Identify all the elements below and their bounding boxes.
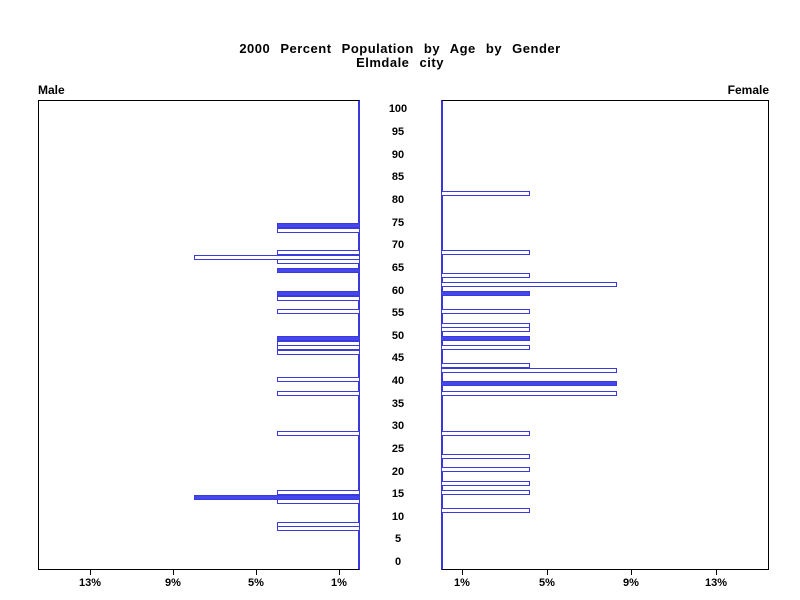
- percent-tick-label: 9%: [623, 577, 639, 589]
- age-axis-label: 25: [391, 443, 405, 455]
- age-axis-label: 85: [391, 171, 405, 183]
- male-bar-age-64: [277, 268, 360, 273]
- age-axis-label: 75: [391, 217, 405, 229]
- age-axis-label: 15: [391, 488, 405, 500]
- male-bar-age-40: [277, 377, 360, 382]
- age-axis-label: 10: [391, 511, 405, 523]
- age-axis-label: 20: [391, 466, 405, 478]
- female-bar-age-61: [441, 282, 617, 287]
- female-bar-age-39: [441, 381, 617, 386]
- male-bar-age-58: [277, 296, 360, 301]
- male-bar-age-46: [277, 350, 360, 355]
- female-bar-age-28: [441, 431, 530, 436]
- percent-tick: [339, 570, 340, 575]
- age-axis-label: 65: [391, 262, 405, 274]
- male-chart-panel: [38, 100, 360, 570]
- percent-tick-label: 9%: [165, 577, 181, 589]
- age-axis-label: 80: [391, 194, 405, 206]
- female-bar-age-20: [441, 467, 530, 472]
- male-bar-age-49: [277, 336, 360, 341]
- male-bar-age-13: [277, 499, 360, 504]
- age-axis-label: 55: [391, 307, 405, 319]
- female-bar-age-49: [441, 336, 530, 341]
- male-bar-age-37: [277, 391, 360, 396]
- female-bar-age-55: [441, 309, 530, 314]
- percent-tick: [90, 570, 91, 575]
- age-axis-label: 40: [391, 375, 405, 387]
- age-axis-label: 30: [391, 420, 405, 432]
- age-axis-label: 5: [394, 533, 402, 545]
- percent-tick-label: 5%: [248, 577, 264, 589]
- percent-tick-label: 13%: [704, 577, 728, 589]
- percent-tick: [716, 570, 717, 575]
- male-bar-age-55: [277, 309, 360, 314]
- male-bar-age-66: [277, 259, 360, 264]
- percent-tick-label: 1%: [331, 577, 347, 589]
- female-bar-age-11: [441, 508, 530, 513]
- male-bar-age-59: [277, 291, 360, 296]
- percent-tick-label: 13%: [78, 577, 102, 589]
- age-axis-label: 70: [391, 239, 405, 251]
- male-panel-label: Male: [38, 83, 65, 97]
- female-bar-age-43: [441, 363, 530, 368]
- age-axis-label: 50: [391, 330, 405, 342]
- age-axis-label: 45: [391, 352, 405, 364]
- female-bar-age-37: [441, 391, 617, 396]
- male-bar-age-68: [277, 250, 360, 255]
- percent-tick-label: 5%: [539, 577, 555, 589]
- percent-tick: [256, 570, 257, 575]
- male-bar-age-74: [277, 223, 360, 228]
- female-chart-panel: [441, 100, 769, 570]
- male-bar-age-73: [277, 228, 360, 233]
- male-bar-age-28: [277, 431, 360, 436]
- female-bar-age-59: [441, 291, 530, 296]
- age-axis-label: 60: [391, 285, 405, 297]
- chart-subtitle: Elmdale city: [356, 55, 444, 70]
- age-axis-label: 95: [391, 126, 405, 138]
- female-bar-age-23: [441, 454, 530, 459]
- chart-title: 2000 Percent Population by Age by Gender: [239, 41, 561, 56]
- female-bar-age-47: [441, 345, 530, 350]
- male-bar-age-7: [277, 526, 360, 531]
- age-axis-label: 0: [394, 556, 402, 568]
- female-bar-age-15: [441, 490, 530, 495]
- female-bar-age-51: [441, 327, 530, 332]
- percent-tick: [462, 570, 463, 575]
- age-axis-label: 90: [391, 149, 405, 161]
- female-bar-age-42: [441, 368, 617, 373]
- age-axis-label: 100: [388, 103, 408, 115]
- female-bar-age-17: [441, 481, 530, 486]
- age-axis-label: 35: [391, 398, 405, 410]
- female-panel-label: Female: [727, 83, 769, 97]
- female-bar-age-63: [441, 273, 530, 278]
- female-bar-age-68: [441, 250, 530, 255]
- percent-tick: [547, 570, 548, 575]
- female-bar-age-81: [441, 191, 530, 196]
- male-bar-age-15: [277, 490, 360, 495]
- male-bar-age-47: [277, 345, 360, 350]
- percent-tick: [173, 570, 174, 575]
- percent-tick: [631, 570, 632, 575]
- percent-tick-label: 1%: [454, 577, 470, 589]
